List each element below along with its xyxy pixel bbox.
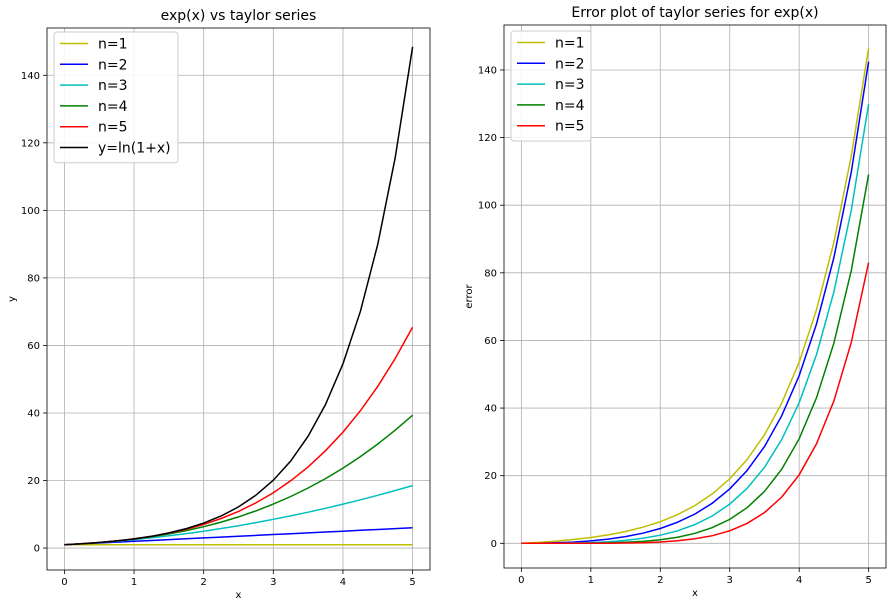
series-line-4 — [521, 174, 870, 545]
x-tick-label: 5 — [409, 577, 415, 588]
y-tick-label: 140 — [478, 65, 497, 76]
legend-label: n=3 — [98, 78, 128, 94]
y-axis-label: y — [7, 296, 18, 302]
x-tick-label: 2 — [657, 575, 663, 586]
legend-label: n=1 — [98, 37, 128, 53]
series-line-5 — [64, 326, 414, 546]
series-line-2 — [64, 527, 413, 546]
x-tick-label: 4 — [340, 577, 346, 588]
chart-title: exp(x) vs taylor series — [161, 8, 317, 24]
plot-frame — [46, 27, 431, 571]
chart-title: Error plot of taylor series for exp(x) — [571, 5, 818, 21]
x-tick-label: 3 — [270, 577, 276, 588]
legend-label: y=ln(1+x) — [98, 141, 171, 157]
y-tick-label: 120 — [478, 133, 497, 144]
x-axis-label: x — [692, 588, 698, 599]
y-tick-label: 0 — [491, 539, 497, 550]
chart-left: 0 1 2 3 4 5 0 20 40 60 80 100 120 140 exp(x) vs taylor… — [7, 8, 431, 601]
y-tick-label: 40 — [484, 404, 497, 415]
x-tick-label: 5 — [865, 575, 871, 586]
y-tick-label: 60 — [27, 341, 40, 352]
legend-label: n=4 — [555, 98, 585, 114]
y-tick-label: 80 — [484, 268, 497, 279]
y-tick-label: 100 — [21, 206, 40, 217]
series-line-1 — [521, 48, 870, 545]
legend-label: n=3 — [555, 77, 585, 93]
x-tick-label: 4 — [796, 575, 802, 586]
legend-label: n=5 — [555, 119, 585, 135]
legend-label: n=5 — [98, 120, 128, 136]
plot-frame — [503, 24, 887, 569]
x-tick-label: 1 — [131, 577, 137, 588]
x-tick-label: 2 — [200, 577, 206, 588]
x-tick-label: 1 — [588, 575, 594, 586]
x-tick-label: 0 — [518, 575, 524, 586]
y-tick-label: 0 — [34, 544, 40, 555]
y-tick-label: 20 — [27, 476, 40, 487]
legend-label: n=2 — [555, 56, 585, 72]
series-line-2 — [521, 61, 870, 545]
y-axis-label: error — [464, 284, 475, 309]
y-tick-label: 20 — [484, 471, 497, 482]
x-tick-label: 3 — [727, 575, 733, 586]
legend-box — [510, 30, 592, 142]
y-tick-label: 40 — [27, 408, 40, 419]
chart-right: 0 1 2 3 4 5 0 20 40 60 80 100 120 140 Error plot of ta… — [464, 5, 887, 599]
y-tick-label: 60 — [484, 336, 497, 347]
y-tick-label: 80 — [27, 273, 40, 284]
x-tick-label: 0 — [61, 577, 67, 588]
y-tick-label: 100 — [478, 201, 497, 212]
y-tick-label: 120 — [21, 138, 40, 149]
legend-label: n=2 — [98, 57, 128, 73]
series-line-6 — [64, 46, 414, 546]
y-tick-label: 140 — [21, 71, 40, 82]
x-axis-label: x — [236, 590, 242, 601]
legend-label: n=1 — [555, 36, 585, 52]
series-line-5 — [521, 262, 870, 545]
legend-label: n=4 — [98, 99, 128, 115]
